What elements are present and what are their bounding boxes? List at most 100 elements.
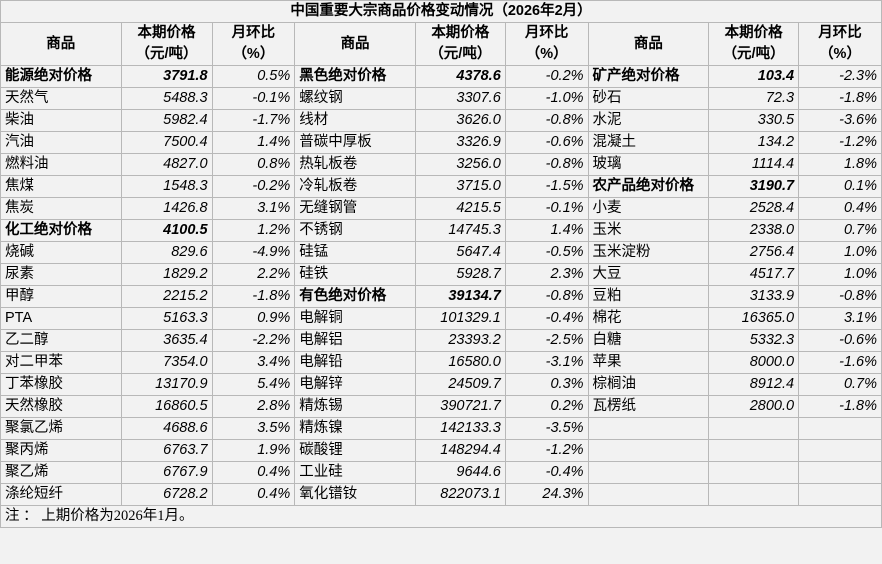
cell-month-change[interactable]: -3.6% (798, 109, 882, 132)
cell-month-change[interactable]: 0.3% (504, 373, 589, 396)
cell-month-change[interactable]: 0.4% (798, 197, 882, 220)
cell-commodity-name[interactable]: 螺纹钢 (294, 87, 416, 110)
cell-current-price[interactable]: 4215.5 (414, 197, 506, 220)
cell-month-change[interactable]: 0.7% (798, 373, 882, 396)
cell-month-change[interactable]: 0.4% (211, 461, 296, 484)
cell-current-price[interactable]: 148294.4 (414, 439, 506, 462)
cell-month-change[interactable]: 0.1% (798, 175, 882, 198)
cell-month-change[interactable]: -0.5% (504, 241, 589, 264)
cell-current-price[interactable]: 7354.0 (120, 351, 213, 374)
cell-current-price[interactable]: 6763.7 (120, 439, 213, 462)
cell-current-price[interactable]: 2528.4 (708, 197, 800, 220)
cell-month-change[interactable]: -1.7% (211, 109, 296, 132)
cell-month-change[interactable]: -3.1% (504, 351, 589, 374)
cell-current-price[interactable]: 13170.9 (120, 373, 213, 396)
cell-current-price[interactable] (708, 461, 800, 484)
cell-commodity-name[interactable]: 水泥 (587, 109, 710, 132)
cell-commodity-name[interactable]: 焦炭 (0, 197, 122, 220)
cell-commodity-name[interactable]: 玻璃 (587, 153, 710, 176)
cell-commodity-name[interactable]: 不锈钢 (294, 219, 416, 242)
cell-commodity-name[interactable]: 玉米 (587, 219, 710, 242)
cell-commodity-name[interactable]: 电解铝 (294, 329, 416, 352)
cell-commodity-name[interactable]: 农产品绝对价格 (587, 175, 710, 198)
cell-current-price[interactable]: 1114.4 (708, 153, 800, 176)
cell-commodity-name[interactable]: 柴油 (0, 109, 122, 132)
cell-month-change[interactable]: -0.6% (504, 131, 589, 154)
cell-current-price[interactable] (708, 417, 800, 440)
cell-month-change[interactable]: 3.1% (798, 307, 882, 330)
cell-month-change[interactable]: -0.6% (798, 329, 882, 352)
cell-month-change[interactable]: -1.0% (504, 87, 589, 110)
cell-commodity-name[interactable]: 线材 (294, 109, 416, 132)
cell-month-change[interactable]: 3.1% (211, 197, 296, 220)
cell-commodity-name[interactable]: 黑色绝对价格 (294, 65, 416, 88)
cell-month-change[interactable]: 0.2% (504, 395, 589, 418)
cell-commodity-name[interactable]: 豆粕 (587, 285, 710, 308)
cell-month-change[interactable]: 0.5% (211, 65, 296, 88)
cell-commodity-name[interactable]: 涤纶短纤 (0, 483, 122, 506)
cell-month-change[interactable]: 1.0% (798, 241, 882, 264)
cell-month-change[interactable]: -1.2% (504, 439, 589, 462)
cell-current-price[interactable]: 3133.9 (708, 285, 800, 308)
cell-commodity-name[interactable]: 混凝土 (587, 131, 710, 154)
cell-month-change[interactable]: 0.7% (798, 219, 882, 242)
cell-commodity-name[interactable]: 电解锌 (294, 373, 416, 396)
cell-current-price[interactable]: 142133.3 (414, 417, 506, 440)
cell-month-change[interactable]: -2.5% (504, 329, 589, 352)
cell-commodity-name[interactable]: 电解铅 (294, 351, 416, 374)
cell-month-change[interactable]: -1.6% (798, 351, 882, 374)
cell-commodity-name[interactable]: 玉米淀粉 (587, 241, 710, 264)
cell-commodity-name[interactable]: 聚乙烯 (0, 461, 122, 484)
cell-month-change[interactable]: -2.3% (798, 65, 882, 88)
cell-commodity-name[interactable]: 砂石 (587, 87, 710, 110)
cell-month-change[interactable]: 0.4% (211, 483, 296, 506)
cell-commodity-name[interactable]: 工业硅 (294, 461, 416, 484)
cell-month-change[interactable]: -0.4% (504, 461, 589, 484)
cell-current-price[interactable]: 1426.8 (120, 197, 213, 220)
cell-current-price[interactable]: 3326.9 (414, 131, 506, 154)
cell-current-price[interactable]: 2756.4 (708, 241, 800, 264)
cell-current-price[interactable]: 390721.7 (414, 395, 506, 418)
cell-current-price[interactable]: 4827.0 (120, 153, 213, 176)
cell-current-price[interactable]: 6728.2 (120, 483, 213, 506)
cell-current-price[interactable]: 4688.6 (120, 417, 213, 440)
cell-month-change[interactable]: -1.8% (798, 395, 882, 418)
cell-commodity-name[interactable]: 氧化镨钕 (294, 483, 416, 506)
cell-month-change[interactable]: 2.3% (504, 263, 589, 286)
cell-current-price[interactable]: 5647.4 (414, 241, 506, 264)
cell-current-price[interactable]: 2215.2 (120, 285, 213, 308)
cell-month-change[interactable]: 24.3% (504, 483, 589, 506)
cell-current-price[interactable]: 7500.4 (120, 131, 213, 154)
cell-current-price[interactable]: 3307.6 (414, 87, 506, 110)
cell-current-price[interactable]: 5928.7 (414, 263, 506, 286)
cell-current-price[interactable]: 1829.2 (120, 263, 213, 286)
cell-month-change[interactable]: 2.2% (211, 263, 296, 286)
cell-current-price[interactable]: 101329.1 (414, 307, 506, 330)
cell-current-price[interactable]: 134.2 (708, 131, 800, 154)
cell-current-price[interactable]: 6767.9 (120, 461, 213, 484)
cell-month-change[interactable]: 0.9% (211, 307, 296, 330)
cell-commodity-name[interactable] (587, 439, 710, 462)
cell-commodity-name[interactable] (587, 483, 710, 506)
cell-current-price[interactable] (708, 439, 800, 462)
cell-current-price[interactable]: 5488.3 (120, 87, 213, 110)
cell-commodity-name[interactable]: 烧碱 (0, 241, 122, 264)
cell-commodity-name[interactable]: 丁苯橡胶 (0, 373, 122, 396)
cell-current-price[interactable]: 103.4 (708, 65, 800, 88)
cell-commodity-name[interactable]: 小麦 (587, 197, 710, 220)
cell-month-change[interactable]: -1.8% (211, 285, 296, 308)
cell-month-change[interactable]: 1.2% (211, 219, 296, 242)
cell-current-price[interactable]: 829.6 (120, 241, 213, 264)
cell-current-price[interactable]: 330.5 (708, 109, 800, 132)
cell-month-change[interactable]: -0.4% (504, 307, 589, 330)
cell-commodity-name[interactable]: 焦煤 (0, 175, 122, 198)
cell-commodity-name[interactable]: 硅锰 (294, 241, 416, 264)
cell-current-price[interactable]: 39134.7 (414, 285, 506, 308)
cell-commodity-name[interactable]: 甲醇 (0, 285, 122, 308)
cell-commodity-name[interactable]: 大豆 (587, 263, 710, 286)
cell-current-price[interactable]: 2800.0 (708, 395, 800, 418)
cell-current-price[interactable]: 72.3 (708, 87, 800, 110)
cell-current-price[interactable]: 2338.0 (708, 219, 800, 242)
cell-current-price[interactable]: 4517.7 (708, 263, 800, 286)
cell-commodity-name[interactable]: 乙二醇 (0, 329, 122, 352)
